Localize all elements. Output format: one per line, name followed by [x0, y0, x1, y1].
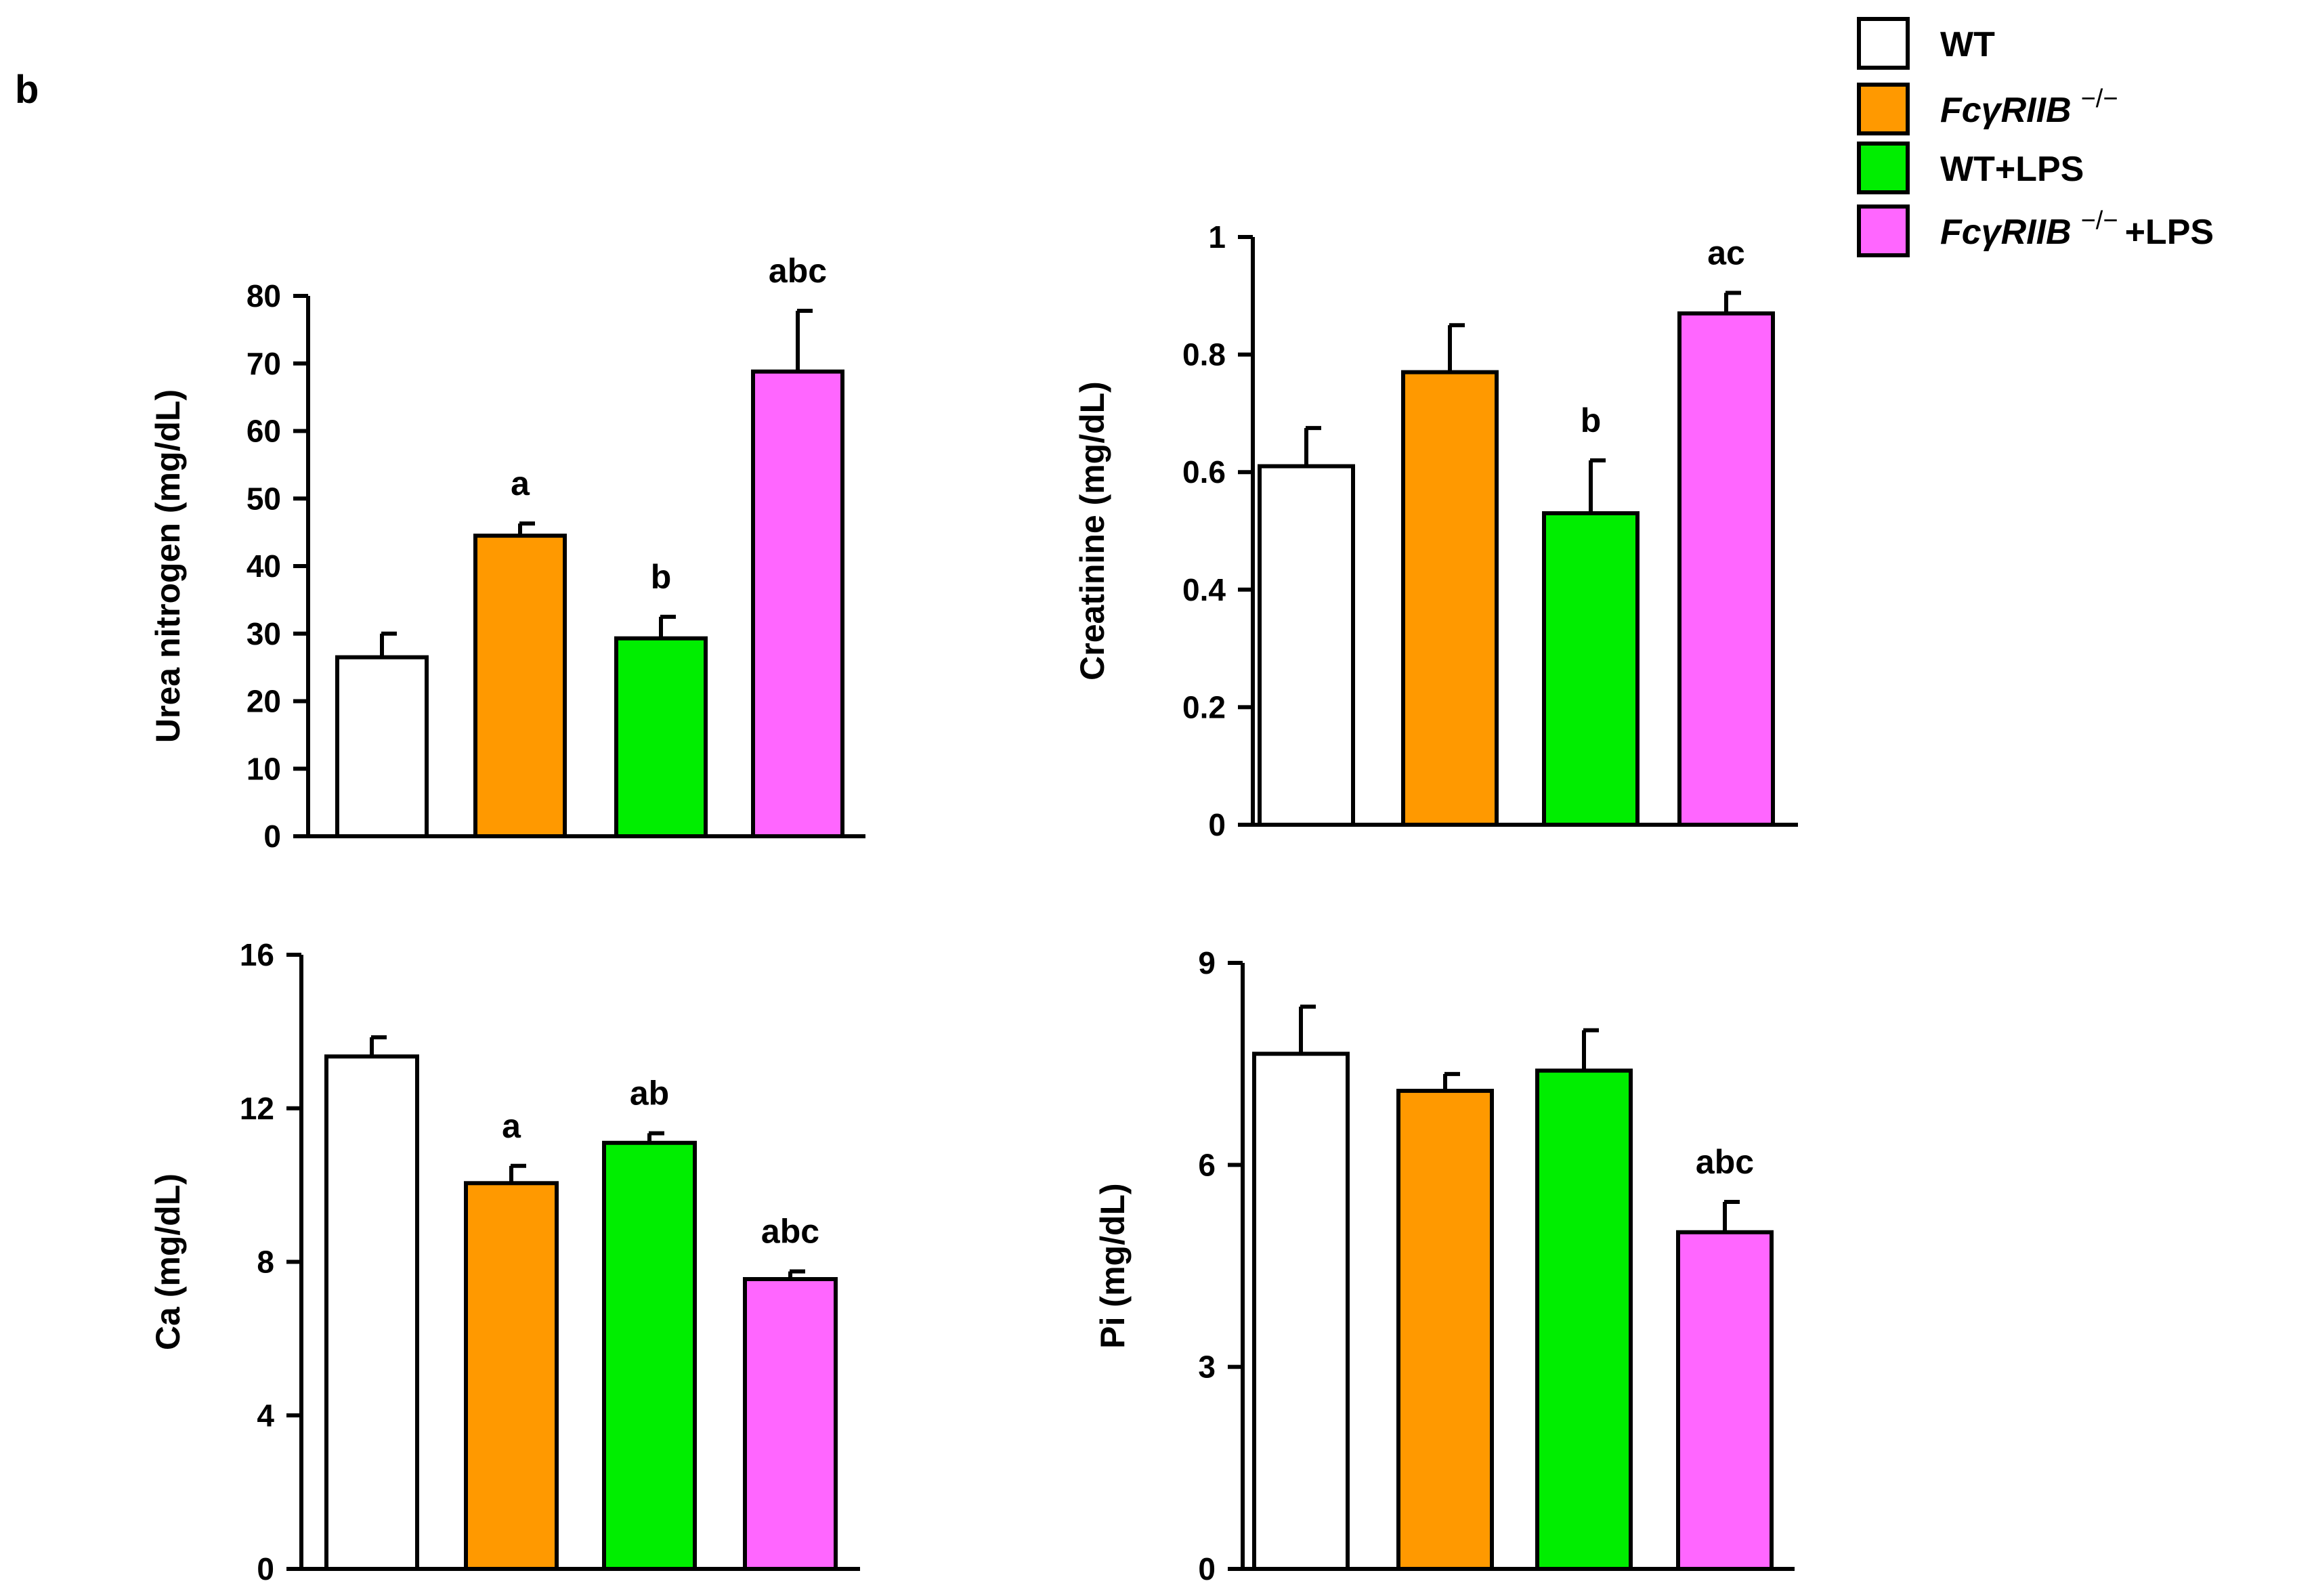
- legend-label-wt: WT: [1940, 25, 1995, 64]
- bar-fcgriib-ko: [1396, 1088, 1494, 1571]
- y-tick-label: 30: [247, 616, 281, 651]
- chart-phosphate: 0 3 6 9 Pi (mg/dL) abc: [1094, 945, 1795, 1587]
- y-tick-label: 8: [257, 1245, 274, 1280]
- legend-label-fcgriib-ko: FcγRIIB −/−: [1940, 85, 2118, 130]
- legend-swatch-fcgriib-ko-lps: [1857, 204, 1910, 257]
- significance-label-fcgriib-ko-lps: ac: [1707, 234, 1745, 272]
- y-tick-label: 4: [257, 1398, 274, 1433]
- bar-fcgriib-ko: [473, 534, 567, 838]
- y-axis-title: Urea nitrogen (mg/dL): [149, 389, 187, 743]
- significance-label-fcgriib-ko: a: [502, 1107, 521, 1145]
- bar-wt: [324, 1054, 419, 1572]
- bar-wt-lps: [614, 636, 708, 838]
- legend-label-main: FcγRIIB: [1940, 91, 2072, 130]
- bar-wt-lps: [1542, 511, 1640, 827]
- legend-swatch-wt-lps: [1857, 142, 1910, 194]
- y-tick-label: 10: [247, 751, 281, 786]
- bar-fcgriib-ko: [464, 1181, 559, 1571]
- y-tick-label: 6: [1198, 1147, 1216, 1182]
- significance-label-wt-lps: ab: [630, 1075, 669, 1113]
- y-tick-label: 60: [247, 414, 281, 449]
- y-axis-title: Pi (mg/dL): [1094, 1183, 1132, 1348]
- bar-wt: [335, 655, 429, 838]
- legend-swatch-wt: [1857, 17, 1910, 70]
- significance-label-fcgriib-ko-lps: abc: [769, 252, 827, 290]
- y-tick-label: 40: [247, 548, 281, 584]
- y-tick-label: 0.8: [1182, 337, 1226, 372]
- legend-label-fcgriib-ko-lps: FcγRIIB −/− +LPS: [1940, 207, 2214, 252]
- bar-fcgriib-ko-lps: [743, 1277, 838, 1572]
- y-axis-title: Creatinine (mg/dL): [1073, 381, 1111, 681]
- y-tick-label: 1: [1208, 219, 1226, 255]
- y-tick-label: 70: [247, 346, 281, 381]
- legend-item-wt-lps: WT+LPS: [1857, 142, 2084, 194]
- bar-wt: [1258, 464, 1355, 827]
- legend-item-fcgriib-ko: FcγRIIB −/−: [1857, 83, 2118, 135]
- y-tick-label: 0: [1198, 1551, 1216, 1587]
- significance-label-wt-lps: b: [1581, 402, 1602, 439]
- y-tick-label: 0: [263, 819, 281, 854]
- y-tick-label: 0.4: [1182, 572, 1226, 607]
- y-tick-label: 12: [240, 1091, 274, 1126]
- legend-label-main: FcγRIIB: [1940, 213, 2072, 252]
- y-tick-label: 9: [1198, 945, 1216, 980]
- legend-item-wt: WT: [1857, 17, 1995, 70]
- bar-fcgriib-ko-lps: [1676, 1230, 1774, 1572]
- significance-label-wt-lps: b: [651, 558, 672, 596]
- y-tick-label: 0: [1208, 807, 1226, 842]
- legend-label-superscript: −/−: [2081, 207, 2118, 235]
- y-axis-title: Ca (mg/dL): [149, 1173, 187, 1350]
- bar-fcgriib-ko-lps: [751, 369, 844, 838]
- y-tick-label: 80: [247, 278, 281, 314]
- bar-wt: [1252, 1052, 1350, 1571]
- significance-label-fcgriib-ko-lps: abc: [761, 1213, 819, 1251]
- y-tick-label: 20: [247, 684, 281, 719]
- bar-fcgriib-ko-lps: [1677, 311, 1775, 827]
- y-tick-label: 0: [257, 1551, 274, 1587]
- legend-item-fcgriib-ko-lps: FcγRIIB −/− +LPS: [1857, 204, 2214, 257]
- y-tick-label: 3: [1198, 1350, 1216, 1385]
- legend-label-main: WT+LPS: [1940, 150, 2084, 189]
- legend-label-wt-lps: WT+LPS: [1940, 150, 2084, 189]
- bar-fcgriib-ko: [1401, 370, 1499, 827]
- panel-letter: b: [15, 68, 39, 112]
- legend-label-main: WT: [1940, 25, 1995, 64]
- significance-label-fcgriib-ko-lps: abc: [1696, 1143, 1754, 1181]
- y-tick-label: 0.2: [1182, 689, 1226, 725]
- legend-label-superscript: −/−: [2081, 85, 2118, 113]
- chart-creatinine: 0 0.2 0.4 0.6 0.8 1 Creatinine (mg/dL) b ac: [1073, 219, 1798, 842]
- bar-wt-lps: [1535, 1069, 1633, 1571]
- significance-label-fcgriib-ko: a: [511, 465, 530, 502]
- y-tick-label: 50: [247, 481, 281, 516]
- bar-wt-lps: [602, 1140, 697, 1572]
- y-tick-label: 16: [240, 937, 274, 972]
- chart-calcium: 0 4 8 12 16 Ca (mg/dL) a ab abc: [149, 937, 860, 1587]
- legend-swatch-fcgriib-ko: [1857, 83, 1910, 135]
- legend-label-suffix: +LPS: [2125, 213, 2214, 252]
- y-tick-label: 0.6: [1182, 454, 1226, 490]
